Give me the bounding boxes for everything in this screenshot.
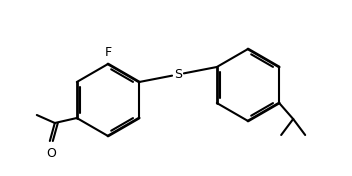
Text: S: S	[174, 68, 182, 81]
Text: O: O	[46, 147, 56, 160]
Text: F: F	[105, 46, 112, 59]
